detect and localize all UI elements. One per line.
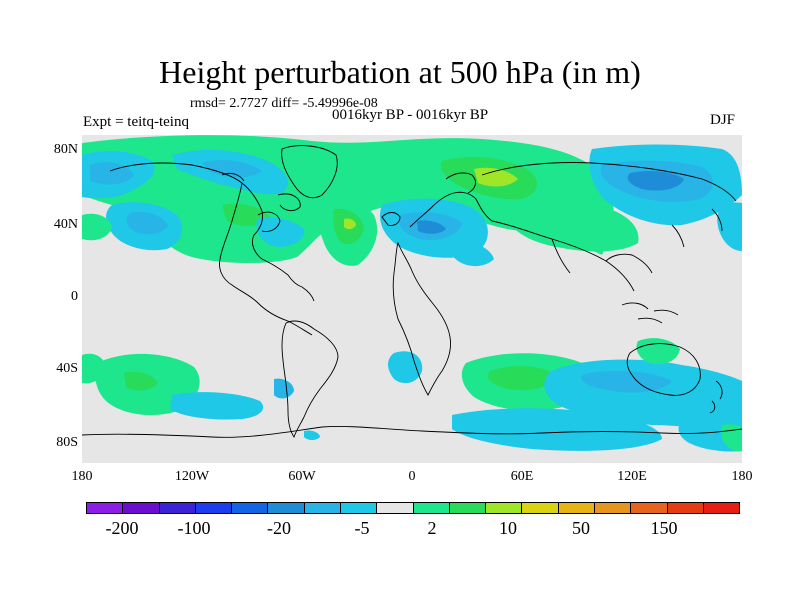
colorbar-label: 50 <box>572 518 590 538</box>
perturbation-region <box>202 160 262 178</box>
colorbar-cell <box>159 503 196 513</box>
colorbar-label: 150 <box>650 518 678 538</box>
colorbar-cell <box>631 503 668 513</box>
lat-label-80n: 80N <box>53 142 78 157</box>
colorbar-cell <box>87 503 124 513</box>
colorbar-cell <box>449 503 487 513</box>
colorbar-cell <box>594 503 632 513</box>
perturbation-region <box>474 167 518 187</box>
perturbation-region <box>717 202 742 251</box>
lat-label-40s: 40S <box>56 361 78 376</box>
colorbar-cell <box>232 503 269 513</box>
perturbation-region <box>502 204 639 252</box>
perturbation-region <box>256 217 305 247</box>
perturbation-region <box>344 218 356 230</box>
lon-label-180e: 180 <box>731 469 753 484</box>
perturbation-region <box>488 366 556 391</box>
field-fill <box>82 135 742 463</box>
lon-label-60w: 60W <box>288 469 316 484</box>
stats-label: rmsd= 2.7727 diff= -5.49996e-08 <box>190 96 378 111</box>
lon-label-180w: 180 <box>71 469 93 484</box>
colorbar-cell <box>268 503 305 513</box>
colorbar-cell <box>558 503 595 513</box>
perturbation-region <box>581 370 672 393</box>
colorbar-label: -100 <box>177 518 211 538</box>
lat-label-40n: 40N <box>53 217 78 232</box>
colorbar-cell <box>304 503 341 513</box>
colorbar-cell <box>123 503 160 513</box>
lat-label-0: 0 <box>71 289 78 304</box>
perturbation-region <box>417 220 446 234</box>
chart-title: Height perturbation at 500 hPa (in m) <box>159 54 641 90</box>
colorbar-cell <box>522 503 559 513</box>
colorbar-cell <box>195 503 233 513</box>
colorbar-label: -20 <box>267 518 291 538</box>
lon-label-120e: 120E <box>617 469 647 484</box>
perturbation-region <box>274 378 294 399</box>
coastlines <box>82 145 742 439</box>
perturbation-region <box>126 211 168 235</box>
colorbar <box>86 502 740 514</box>
colorbar-label: -200 <box>105 518 139 538</box>
colorbar-cell <box>667 503 704 513</box>
colorbar-cell <box>486 503 523 513</box>
experiment-label: Expt = teitq-teinq <box>83 114 189 130</box>
period-label: 0016kyr BP - 0016kyr BP <box>331 107 489 123</box>
colorbar-label: 2 <box>427 518 437 538</box>
perturbation-region <box>450 241 494 267</box>
lon-label-0: 0 <box>408 469 416 484</box>
perturbation-region <box>452 408 662 451</box>
perturbation-region <box>90 162 134 185</box>
colorbar-label: 10 <box>499 518 517 538</box>
lon-label-120w: 120W <box>174 469 210 484</box>
perturbation-region <box>82 213 112 241</box>
lon-label-60e: 60E <box>510 469 534 484</box>
perturbation-region <box>304 430 320 440</box>
lat-label-80s: 80S <box>56 435 78 450</box>
colorbar-label: -5 <box>354 518 370 538</box>
height-perturbation-map <box>82 135 742 463</box>
perturbation-region <box>170 392 264 420</box>
colorbar-cell <box>340 503 378 513</box>
colorbar-cell <box>377 503 414 513</box>
season-label: DJF <box>710 112 736 128</box>
perturbation-region <box>124 371 158 391</box>
perturbation-region <box>627 171 684 191</box>
colorbar-cell <box>703 503 740 513</box>
colorbar-cell <box>413 503 450 513</box>
